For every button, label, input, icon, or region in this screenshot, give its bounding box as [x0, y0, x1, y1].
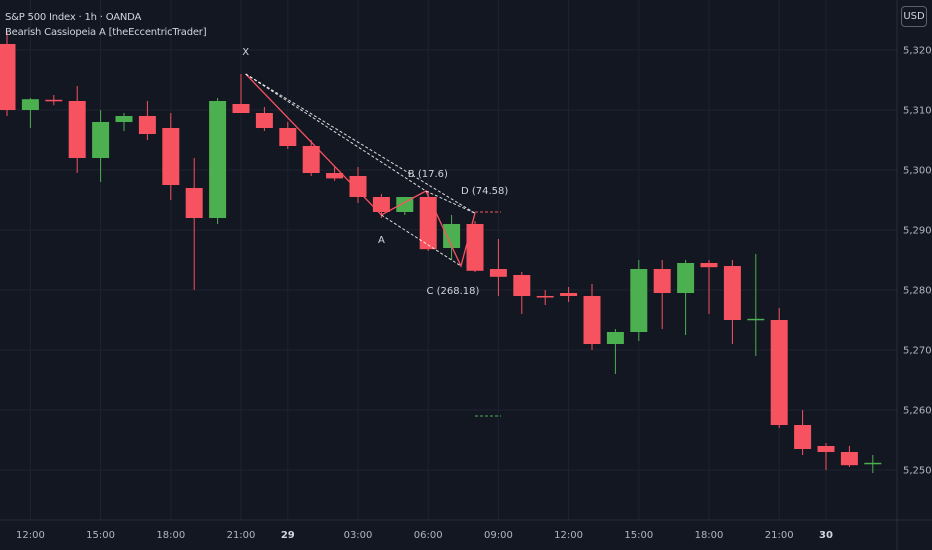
candle-body [68, 101, 86, 158]
y-tick-label: 5,250.0 [903, 466, 932, 477]
candle-body [466, 224, 484, 271]
candle-body [419, 197, 437, 250]
currency-button[interactable]: USD [901, 6, 927, 27]
y-tick-label: 5,290.0 [903, 226, 932, 237]
x-tick-label: 12:00 [16, 530, 45, 541]
candle-body [279, 128, 297, 146]
candle-body [0, 44, 16, 110]
candle-body [770, 320, 788, 425]
y-tick-label: 5,280.0 [903, 286, 932, 297]
candle-body [583, 296, 601, 344]
x-tick-label: 06:00 [414, 530, 443, 541]
candle-body [255, 113, 273, 128]
indicator-title: Bearish Cassiopeia A [theEccentricTrader… [5, 27, 207, 38]
y-tick-label: 5,320.0 [903, 46, 932, 57]
candle-body [723, 266, 741, 320]
candle-body [302, 146, 320, 173]
candle-body [536, 296, 554, 298]
x-tick-label: 29 [281, 530, 295, 541]
y-tick-label: 5,300.0 [903, 166, 932, 177]
pattern-dashed-line [425, 190, 476, 214]
x-tick-label: 15:00 [86, 530, 115, 541]
candle-body [92, 122, 110, 158]
candle-body [700, 263, 718, 268]
candle-body [349, 176, 367, 197]
x-tick-label: 09:00 [484, 530, 513, 541]
candle-body [840, 452, 858, 466]
candle-body [443, 224, 461, 248]
symbol-title: S&P 500 Index · 1h · OANDA [5, 12, 142, 23]
candle-body [372, 197, 390, 212]
price-axis: 5,320.0 5,310.0 5,300.0 5,290.0 5,280.0 5,270… [903, 46, 932, 477]
x-tick-label: 12:00 [554, 530, 583, 541]
pattern-dashed-line [245, 73, 427, 192]
x-tick-label: 30 [819, 530, 833, 541]
candle-body [209, 101, 227, 218]
x-tick-label: 15:00 [624, 530, 653, 541]
time-axis: 12:00 15:00 18:00 21:00 29 03:00 06:00 09:00 12:… [16, 530, 833, 541]
pattern-label: D (74.58) [461, 186, 508, 197]
candle-body [115, 116, 133, 122]
candle-body [630, 269, 648, 332]
x-tick-label: 21:00 [765, 530, 794, 541]
candle-body [489, 269, 507, 277]
x-tick-label: 21:00 [227, 530, 256, 541]
candle-body [794, 425, 812, 449]
y-tick-label: 5,270.0 [903, 346, 932, 357]
x-tick-label: 18:00 [695, 530, 724, 541]
x-tick-label: 03:00 [344, 530, 373, 541]
pattern-dashed-line [381, 214, 462, 267]
candle-body [513, 275, 531, 296]
candle-body [21, 99, 39, 110]
candle-body [185, 188, 203, 218]
pattern-label: X [242, 47, 249, 58]
pattern-label: C (268.18) [426, 286, 479, 297]
candle-body [606, 332, 624, 344]
candle-body [677, 263, 695, 293]
candle-body [45, 99, 63, 102]
candle-body [326, 173, 344, 179]
candle-body [138, 116, 156, 134]
x-tick-label: 18:00 [156, 530, 185, 541]
candles [0, 32, 882, 473]
candle-body [817, 446, 835, 452]
candle-body [864, 462, 882, 465]
candle-body [162, 128, 180, 185]
candle-body [747, 318, 765, 321]
candle-body [653, 269, 671, 293]
pattern-label: A [378, 235, 385, 246]
candle-body [232, 104, 250, 113]
pattern-label: B (17.6) [408, 169, 448, 180]
harmonic-pattern: X A B (17.6) C (268.18) D (74.58) [242, 47, 508, 417]
y-tick-label: 5,310.0 [903, 106, 932, 117]
candle-body [560, 293, 578, 296]
y-tick-label: 5,260.0 [903, 406, 932, 417]
